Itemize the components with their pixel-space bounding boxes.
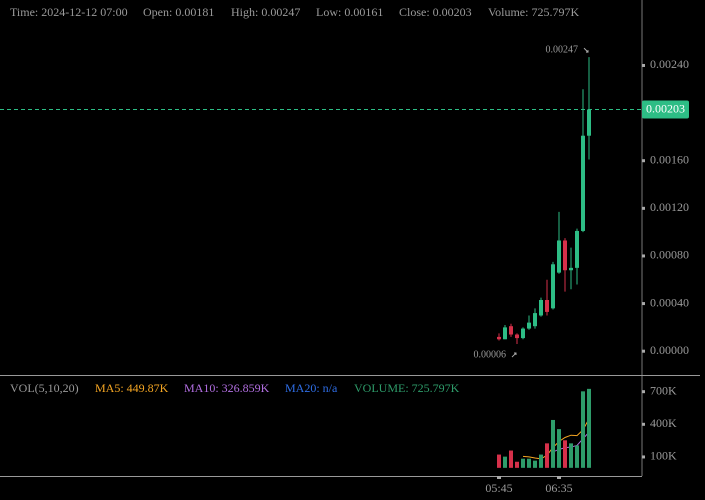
header-info: Time: 2024-12-12 07:00 [10,5,128,19]
legend-entry: MA5: 449.87K [95,381,169,395]
y-tick-label: 0.00120 [650,200,689,214]
y-tick-label: 400K [650,416,677,430]
volume-bar [569,443,573,468]
candle-body [557,240,561,273]
candle-body [533,313,537,327]
volume-bar [557,429,561,468]
x-tick-label: 06:35 [545,481,572,495]
volume-bar [563,440,567,468]
header-info: Open: 0.00181 [143,5,214,19]
tick-mark [642,455,645,459]
volume-bar [527,458,531,468]
tick-mark [642,63,645,67]
y-tick-label: 0.00000 [650,343,689,357]
volume-bar [515,461,519,468]
y-tick-label: 0.00040 [650,295,689,309]
last-price-label: 0.00203 [646,101,685,115]
header-info: Low: 0.00161 [316,5,383,19]
last-price-box [642,100,689,119]
min-price-label: 0.00006 [474,349,507,360]
candle-body [527,322,531,329]
candle-body [545,300,549,312]
candle-body [551,264,555,309]
legend-entry: MA20: n/a [285,381,338,395]
header-info: Close: 0.00203 [399,5,472,19]
y-tick-label: 700K [650,383,677,397]
volume-bar [503,456,507,468]
candle-body [509,326,513,335]
min-arrow [511,352,517,358]
volume-title: VOL(5,10,20) [10,381,79,395]
y-tick-label: 0.00080 [650,248,689,262]
legend-entry: MA10: 326.859K [184,381,270,395]
volume-bar [521,458,525,468]
candle-body [515,334,519,339]
x-tick-mark [497,476,501,479]
tick-mark [642,349,645,353]
volume-bar [533,460,537,468]
tick-mark [642,254,645,258]
max-arrow [583,47,589,53]
tick-mark [642,390,645,394]
candle-body [587,109,591,136]
max-price-label: 0.00247 [546,44,579,55]
header-info: Volume: 725.797K [488,5,579,19]
ma-line [522,418,590,460]
candle-body [521,328,525,339]
volume-bar [545,443,549,468]
candle-body [575,230,579,268]
tick-mark [642,302,645,306]
candle-body [539,300,543,316]
tick-mark [642,206,645,210]
y-tick-label: 0.00160 [650,152,689,166]
volume-bar [539,454,543,468]
volume-bar [509,450,513,468]
candle-body [497,336,501,340]
tick-mark [642,159,645,163]
candle-body [581,135,585,231]
header-info: High: 0.00247 [231,5,300,19]
legend-entry: VOLUME: 725.797K [354,381,460,395]
volume-bar [551,419,555,468]
volume-bar [497,454,501,468]
candle-body [563,240,567,271]
x-tick-mark [557,476,561,479]
tick-mark [642,422,645,426]
y-tick-label: 0.00240 [650,57,689,71]
x-tick-label: 05:45 [485,481,512,495]
volume-bar [587,388,591,468]
volume-bar [581,391,585,468]
y-tick-label: 100K [650,449,677,463]
candle-body [569,267,573,271]
candle-body [503,327,507,340]
volume-bar [575,445,579,468]
